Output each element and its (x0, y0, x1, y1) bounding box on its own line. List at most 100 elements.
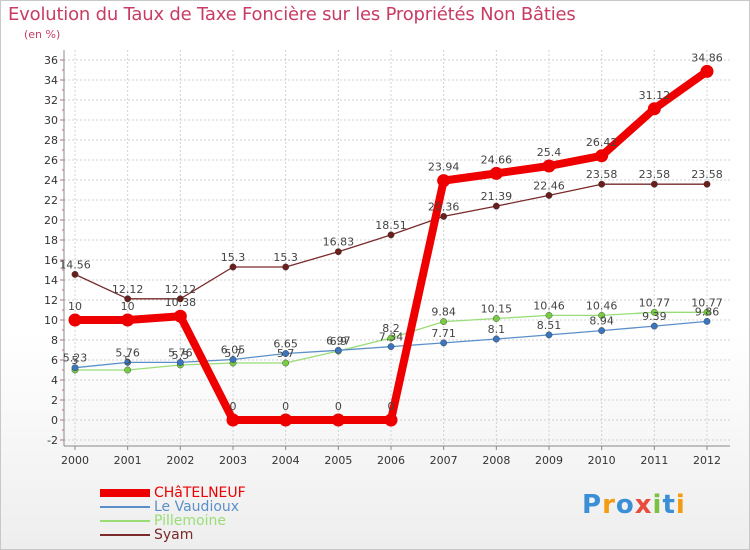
legend-swatch (100, 534, 150, 536)
data-point-chatelneuf (542, 159, 556, 173)
data-label-syam: 12.12 (112, 283, 144, 296)
data-label-syam: 15.3 (221, 251, 246, 264)
data-label-le-vaudioux: 9.86 (695, 305, 720, 318)
data-label-chatelneuf: 0 (388, 400, 395, 413)
data-point-le-vaudioux (598, 327, 606, 334)
data-label-pillemoine: 9.84 (431, 306, 456, 319)
data-label-le-vaudioux: 5.76 (168, 346, 193, 359)
data-point-pillemoine (650, 308, 658, 316)
data-label-syam: 16.83 (323, 236, 355, 249)
chart-title: Evolution du Taux de Taxe Foncière sur l… (8, 4, 576, 25)
x-tick-label: 2005 (324, 454, 352, 467)
x-tick-label: 2012 (693, 454, 721, 467)
data-point-syam (387, 231, 395, 239)
data-point-pillemoine (598, 311, 606, 319)
data-point-le-vaudioux (71, 364, 79, 372)
data-label-syam: 15.3 (273, 251, 298, 264)
data-label-le-vaudioux: 7.34 (379, 331, 404, 344)
data-label-pillemoine: 10.15 (481, 303, 513, 316)
y-tick-label: 36 (44, 54, 58, 67)
data-point-chatelneuf (384, 413, 398, 427)
y-tick-label: 4 (51, 374, 58, 387)
data-label-syam: 20.36 (428, 200, 460, 213)
data-point-syam (124, 295, 132, 303)
series-syam (71, 180, 711, 303)
data-point-chatelneuf (647, 102, 661, 116)
data-point-pillemoine (492, 315, 500, 322)
data-point-syam (492, 202, 500, 210)
data-labels: 10 10 10.38 0 0 0 0 23.94 24.66 25.4 26.42 31.12 34.… (59, 51, 723, 413)
data-point-le-vaudioux (440, 339, 448, 347)
data-point-le-vaudioux (334, 346, 342, 354)
data-label-chatelneuf: 34.86 (691, 51, 723, 64)
data-point-syam (440, 212, 448, 220)
y-tick-label: 16 (44, 254, 58, 267)
data-point-chatelneuf (489, 166, 503, 180)
proxiti-logo: Proxiti (582, 490, 686, 520)
y-tick-label: 24 (44, 174, 58, 187)
data-label-chatelneuf: 26.42 (586, 136, 618, 149)
data-label-pillemoine: 5.7 (277, 347, 295, 360)
y-tick-label: 28 (44, 134, 58, 147)
data-point-syam (703, 180, 711, 188)
legend-label: Syam (154, 527, 194, 543)
y-tick-label: 8 (51, 334, 58, 347)
y-tick-label: 2 (51, 394, 58, 407)
logo-letter: r (602, 490, 616, 520)
x-tick-label: 2008 (482, 454, 510, 467)
data-point-chatelneuf (437, 174, 451, 188)
y-tick-label: -2 (47, 434, 58, 447)
y-tick-label: 14 (44, 274, 58, 287)
data-label-syam: 12.12 (165, 283, 197, 296)
data-point-pillemoine (703, 308, 711, 316)
legend-label: CHâTELNEUF (154, 485, 246, 501)
logo-letter: t (662, 490, 676, 520)
legend-label: Pillemoine (154, 513, 226, 529)
data-point-chatelneuf (226, 413, 240, 427)
data-label-le-vaudioux: 8.1 (488, 323, 506, 336)
data-label-chatelneuf: 0 (282, 400, 289, 413)
data-point-syam (545, 191, 553, 199)
data-label-syam: 21.39 (481, 190, 513, 203)
data-label-le-vaudioux: 6.05 (221, 344, 246, 357)
x-tick-label: 2010 (588, 454, 616, 467)
data-label-syam: 23.58 (586, 168, 618, 181)
data-point-chatelneuf (121, 313, 135, 327)
legend-swatch (100, 506, 150, 508)
data-label-chatelneuf: 23.94 (428, 161, 460, 174)
data-point-le-vaudioux (282, 350, 290, 357)
logo-letter: x (634, 490, 653, 520)
logo-letter: i (675, 490, 686, 520)
data-label-chatelneuf: 24.66 (481, 153, 513, 166)
data-point-chatelneuf (595, 149, 609, 163)
x-tick-label: 2002 (166, 454, 194, 467)
y-tick-label: 20 (44, 214, 58, 227)
data-label-pillemoine: 10.46 (533, 299, 565, 312)
x-tick-label: 2009 (535, 454, 563, 467)
y-tick-label: 0 (51, 414, 58, 427)
data-label-le-vaudioux: 8.94 (589, 315, 614, 328)
data-point-chatelneuf (68, 313, 82, 327)
data-label-pillemoine: 5 (72, 354, 79, 367)
data-label-le-vaudioux: 5.23 (63, 352, 88, 365)
series-chatelneuf (68, 64, 714, 427)
data-label-pillemoine: 10.77 (639, 296, 671, 309)
data-point-pillemoine (387, 334, 395, 342)
data-label-le-vaudioux: 6.97 (326, 334, 351, 347)
data-label-pillemoine: 10.46 (586, 299, 618, 312)
logo-letter: i (652, 490, 663, 520)
logo-letter: o (615, 490, 635, 520)
data-label-le-vaudioux: 5.76 (115, 346, 140, 359)
data-label-le-vaudioux: 7.71 (431, 327, 456, 340)
data-point-le-vaudioux (124, 358, 132, 366)
data-label-syam: 23.58 (691, 168, 723, 181)
data-label-le-vaudioux: 9.39 (642, 310, 667, 323)
data-point-le-vaudioux (703, 317, 711, 325)
data-label-pillemoine: 5.5 (172, 349, 190, 362)
data-point-pillemoine (440, 318, 448, 325)
data-point-syam (598, 180, 606, 188)
y-axis-unit-label: (en %) (24, 28, 61, 41)
y-tick-label: 12 (44, 294, 58, 307)
data-label-syam: 22.46 (533, 179, 565, 192)
